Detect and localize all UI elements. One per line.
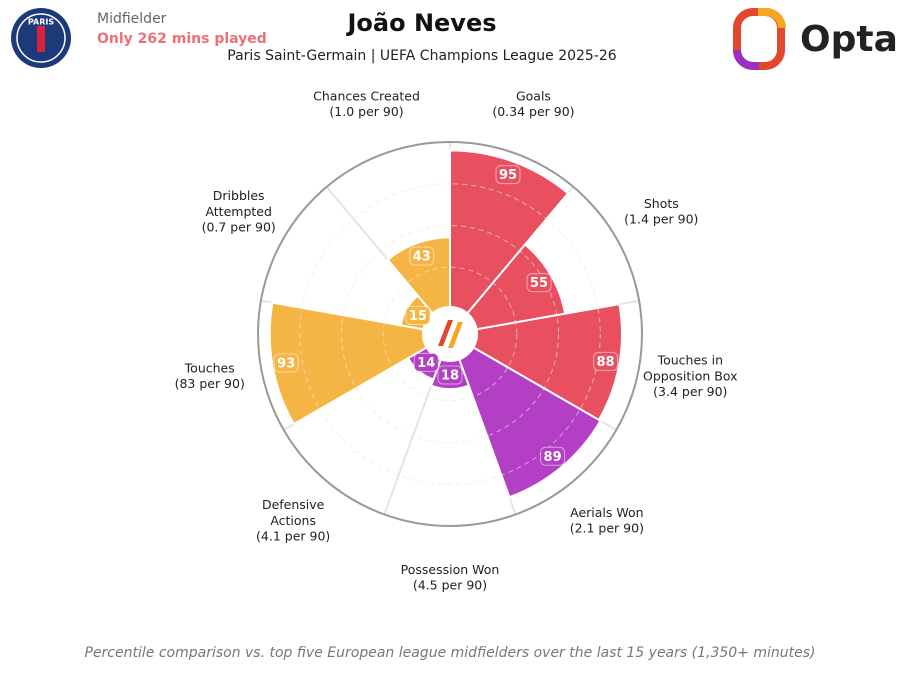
value-label: 15 [409,309,427,324]
value-badge [526,273,552,293]
ring [382,266,518,402]
value-badge [593,351,619,371]
footnote: Percentile comparison vs. top five Europ… [85,645,816,661]
category-subtitle: (83 per 90) [175,376,245,391]
value-badge [413,352,439,372]
value-badge [405,306,431,325]
category-subtitle: (2.1 per 90) [570,520,644,535]
value-label: 88 [597,355,615,370]
value-label: 89 [544,450,562,465]
category-label: Possession Won [401,562,500,577]
category-subtitle: (1.0 per 90) [329,104,403,119]
title: João Neves [345,9,496,37]
ring-bg [382,266,518,402]
value-label: 43 [413,250,431,265]
value-label: 95 [499,168,517,183]
category-label: Goals [516,88,551,103]
value-badge [540,446,566,466]
center-logo [422,306,478,362]
category-subtitle: (0.34 per 90) [492,104,574,119]
value-badge [495,165,521,185]
value-label: 55 [530,276,548,291]
position: Midfielder [97,11,167,27]
value-badge [409,246,435,266]
category-label: Shots [644,196,679,211]
ring-bg [341,225,559,443]
category-label: Defensive Actions [262,496,325,527]
club-logo: PARIS [11,8,71,68]
ring-bg [299,183,601,485]
minutes-note: Only 262 mins played [97,31,267,47]
opta-logo: Opta [733,8,898,70]
subtitle: Paris Saint-Germain | UEFA Champions Lea… [227,48,617,64]
category-subtitle: (3.4 per 90) [653,384,727,399]
category-label: Touches [184,360,235,375]
category-label: Touches in Opposition Box [643,352,738,383]
club-logo-text: PARIS [28,18,54,27]
category-subtitle: (4.1 per 90) [256,528,330,543]
category-subtitle: (1.4 per 90) [624,212,698,227]
value-label: 18 [441,369,459,384]
value-label: 14 [417,356,435,371]
value-label: 93 [277,356,295,371]
outer-ring [257,141,643,527]
category-label: Aerials Won [570,504,643,519]
pizza-plot: 95 Goals(0.34 per 90) 55 Shots(1.4 per 90) 8… [175,88,738,592]
ring [299,183,601,485]
center-logo-mark [448,322,463,348]
value-badge [437,365,463,385]
center-logo-mark [438,320,453,346]
value-badge [273,353,299,373]
brand: Opta [800,19,898,60]
category-subtitle: (4.5 per 90) [413,578,487,593]
ring [341,225,559,443]
category-subtitle: (0.7 per 90) [202,220,276,235]
category-label: Dribbles Attempted [205,188,271,219]
category-label: Chances Created [313,88,420,103]
